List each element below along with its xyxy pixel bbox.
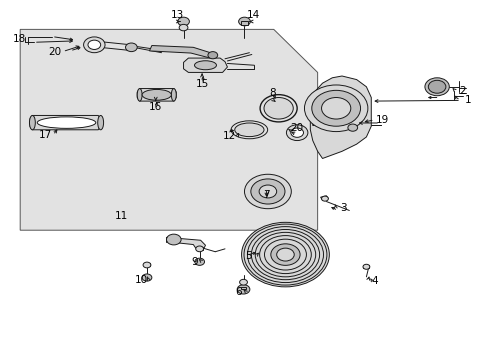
Text: 12: 12 (223, 131, 236, 141)
Circle shape (239, 279, 247, 285)
Polygon shape (166, 237, 205, 250)
Text: 1: 1 (464, 95, 470, 105)
Circle shape (362, 264, 369, 269)
Circle shape (194, 258, 204, 265)
Circle shape (177, 17, 189, 26)
Circle shape (286, 125, 307, 140)
Polygon shape (320, 196, 328, 200)
Circle shape (88, 40, 101, 49)
Circle shape (207, 51, 217, 59)
Circle shape (259, 185, 276, 198)
Ellipse shape (171, 89, 176, 101)
Circle shape (142, 274, 152, 281)
Polygon shape (310, 76, 370, 158)
Circle shape (321, 196, 328, 201)
Polygon shape (312, 120, 351, 130)
Ellipse shape (98, 116, 103, 130)
Circle shape (264, 98, 293, 119)
Circle shape (241, 222, 329, 287)
Bar (196, 247, 202, 250)
Bar (363, 265, 368, 268)
Ellipse shape (137, 89, 142, 101)
Text: 2: 2 (459, 86, 466, 96)
Ellipse shape (234, 123, 264, 136)
Ellipse shape (29, 116, 35, 130)
Polygon shape (30, 116, 101, 130)
Text: 8: 8 (269, 88, 276, 98)
Circle shape (290, 128, 303, 137)
Polygon shape (183, 58, 227, 72)
Text: 4: 4 (371, 276, 378, 286)
Circle shape (276, 248, 294, 261)
Ellipse shape (142, 89, 171, 100)
Circle shape (244, 174, 291, 209)
Text: 20: 20 (49, 46, 62, 57)
Circle shape (125, 43, 137, 51)
Circle shape (237, 285, 249, 294)
Circle shape (270, 244, 300, 265)
Text: 15: 15 (195, 79, 208, 89)
Text: 18: 18 (13, 35, 26, 44)
Circle shape (427, 80, 445, 93)
Ellipse shape (37, 117, 96, 129)
Circle shape (195, 246, 203, 252)
Circle shape (250, 179, 285, 204)
Text: 3: 3 (339, 203, 346, 213)
Polygon shape (20, 30, 317, 230)
Text: 11: 11 (115, 211, 128, 221)
Text: 20: 20 (289, 123, 303, 133)
Bar (240, 287, 246, 289)
Circle shape (304, 85, 367, 132)
Circle shape (143, 262, 151, 268)
Circle shape (166, 234, 181, 245)
Text: 14: 14 (246, 10, 259, 20)
Circle shape (321, 98, 350, 119)
Text: 6: 6 (235, 287, 242, 297)
Bar (144, 263, 150, 266)
Text: 5: 5 (244, 251, 251, 261)
Circle shape (83, 37, 105, 53)
Text: 7: 7 (263, 190, 269, 200)
Circle shape (311, 90, 360, 126)
Polygon shape (137, 89, 176, 101)
Text: 16: 16 (149, 102, 162, 112)
Circle shape (238, 17, 250, 26)
Text: 17: 17 (39, 130, 52, 140)
Bar (240, 21, 248, 25)
Circle shape (347, 124, 357, 131)
Text: 13: 13 (170, 10, 183, 20)
Text: 9: 9 (191, 257, 198, 267)
Circle shape (179, 24, 187, 31)
Polygon shape (149, 45, 215, 58)
Ellipse shape (194, 61, 216, 70)
Circle shape (424, 78, 448, 96)
Text: 10: 10 (134, 275, 147, 285)
Text: 19: 19 (375, 115, 388, 125)
